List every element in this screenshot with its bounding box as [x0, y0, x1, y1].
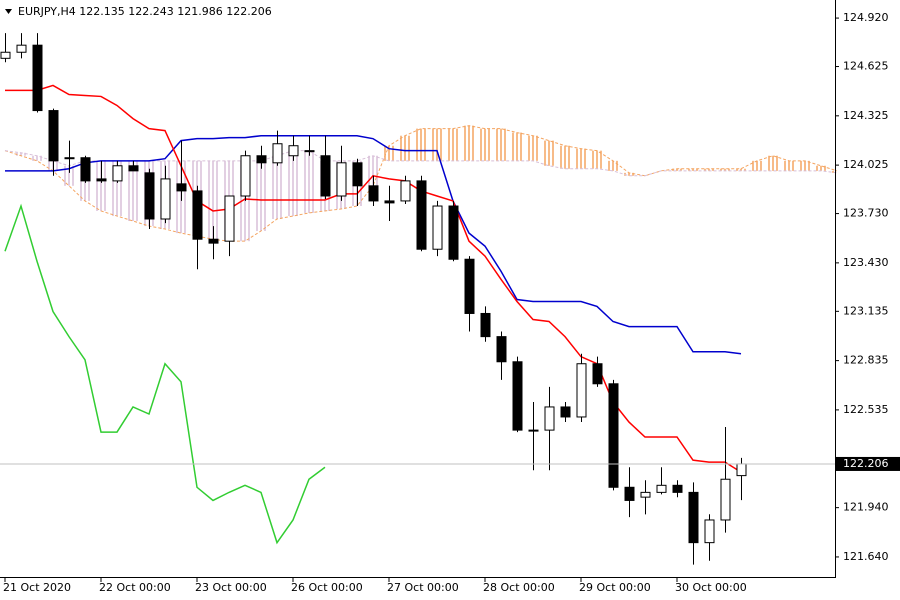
candle-body	[48, 110, 59, 162]
candle-body	[320, 155, 331, 197]
candle-body	[176, 183, 187, 192]
current-price-label: 122.206	[843, 457, 889, 470]
candle-body	[304, 150, 315, 153]
candle-body	[592, 363, 603, 385]
y-tick-label: 124.325	[843, 109, 889, 122]
candle-body	[576, 363, 587, 418]
candle-body	[368, 185, 379, 202]
candle-body	[80, 157, 91, 182]
candle-body	[688, 491, 699, 544]
indicator-line	[4, 203, 326, 545]
candle-body	[528, 429, 539, 432]
candle-body	[608, 383, 619, 488]
candle-body	[64, 157, 75, 160]
candle-body	[32, 44, 43, 112]
candle-body	[16, 44, 27, 53]
candle-body	[432, 205, 443, 250]
symbol-menu-arrow[interactable]	[5, 9, 12, 14]
candle-body	[656, 484, 667, 493]
x-tick-label: 22 Oct 00:00	[99, 581, 171, 594]
candle-body	[384, 200, 395, 204]
candle-body	[256, 155, 267, 164]
y-tick-label: 124.920	[843, 11, 889, 24]
candle-body	[736, 463, 747, 477]
candle-body	[512, 361, 523, 431]
chart-title: EURJPY,H4 122.135 122.243 121.986 122.20…	[18, 5, 272, 18]
candle-body	[0, 51, 11, 59]
indicator-line	[5, 134, 742, 355]
y-tick-label: 123.135	[843, 304, 889, 317]
y-tick-label: 121.640	[843, 550, 889, 563]
candle-body	[288, 145, 299, 157]
candle-body	[544, 406, 555, 431]
candle-body	[272, 143, 283, 164]
candle-body	[704, 519, 715, 544]
candle-body	[464, 258, 475, 314]
candle-body	[208, 238, 219, 244]
x-tick-label: 21 Oct 2020	[3, 581, 71, 594]
candle-body	[144, 172, 155, 220]
y-tick-label: 123.730	[843, 207, 889, 220]
x-tick-label: 26 Oct 00:00	[291, 581, 363, 594]
candle-body	[336, 162, 347, 197]
y-tick-label: 124.625	[843, 60, 889, 73]
y-tick-label: 124.025	[843, 158, 889, 171]
y-tick-label: 122.535	[843, 403, 889, 416]
x-tick-label: 23 Oct 00:00	[195, 581, 267, 594]
candle-body	[352, 162, 363, 187]
candle-body	[416, 180, 427, 250]
candle-body	[160, 178, 171, 220]
indicator-line	[4, 125, 838, 242]
x-tick-label: 29 Oct 00:00	[579, 581, 651, 594]
candle-body	[240, 155, 251, 197]
y-tick-label: 122.835	[843, 354, 889, 367]
x-tick-label: 30 Oct 00:00	[675, 581, 747, 594]
y-tick-label: 123.430	[843, 256, 889, 269]
candle-body	[560, 406, 571, 418]
x-tick-label: 28 Oct 00:00	[483, 581, 555, 594]
candle-body	[192, 190, 203, 240]
current-price-box	[836, 456, 900, 471]
candle-body	[128, 165, 139, 172]
y-tick-label: 121.940	[843, 501, 889, 514]
candle-body	[224, 195, 235, 242]
candle-body	[640, 491, 651, 498]
candle-body	[624, 486, 635, 501]
candle-body	[448, 205, 459, 260]
candle-body	[720, 478, 731, 521]
candle-body	[496, 336, 507, 363]
plot-area	[0, 33, 838, 565]
candle-body	[400, 180, 411, 202]
candle-body	[96, 178, 107, 182]
candle-body	[672, 484, 683, 493]
candle-body	[480, 312, 491, 338]
candle-body	[112, 165, 123, 182]
x-tick-label: 27 Oct 00:00	[387, 581, 459, 594]
